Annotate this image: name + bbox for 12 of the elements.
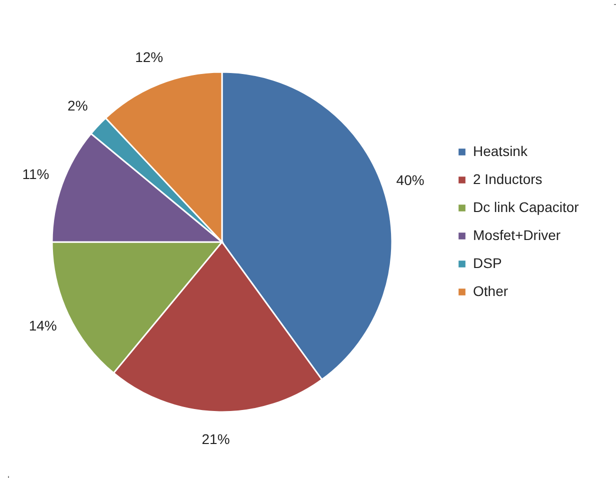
legend-label: 2 Inductors — [473, 171, 542, 187]
data-label: 40% — [396, 172, 424, 188]
legend-label: Mosfet+Driver — [473, 227, 561, 243]
data-label: 14% — [28, 317, 57, 334]
data-label: 2% — [68, 97, 88, 114]
legend-label: Dc link Capacitor — [473, 199, 580, 215]
legend-label: Heatsink — [473, 143, 528, 159]
data-label: 11% — [22, 166, 50, 182]
legend-label: DSP — [473, 255, 502, 271]
data-label: 12% — [135, 48, 164, 65]
legend-label: Other — [473, 283, 508, 299]
data-label: 21% — [202, 430, 230, 447]
